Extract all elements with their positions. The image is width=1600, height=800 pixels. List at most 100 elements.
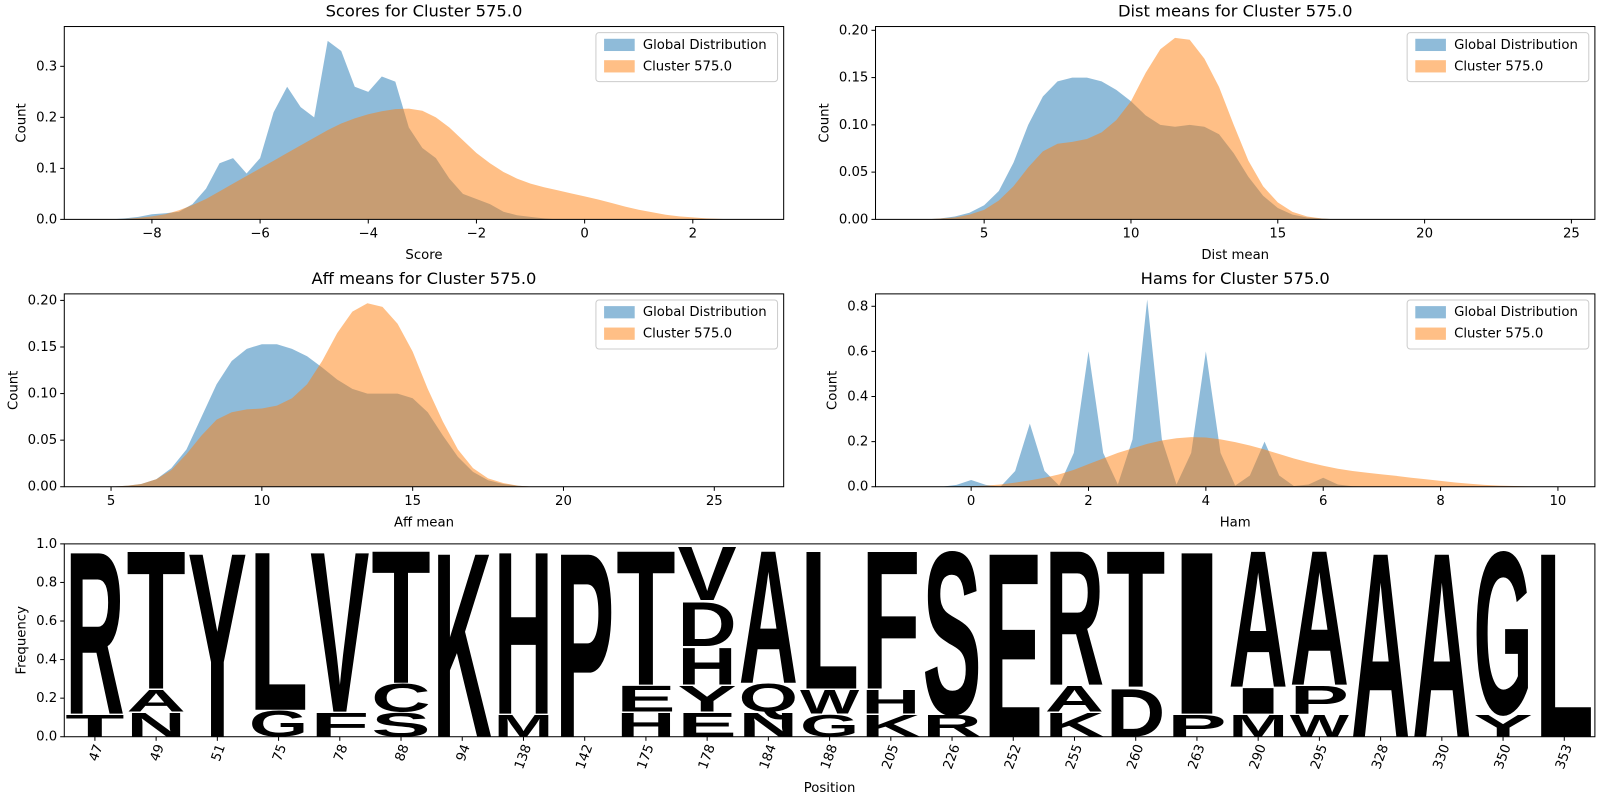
x-tick-label: 15 — [404, 494, 421, 509]
axes-frame — [63, 543, 1596, 738]
legend-label: Cluster 575.0 — [643, 59, 732, 74]
legend-swatch — [1415, 306, 1446, 319]
logo-letter: H — [678, 637, 737, 696]
legend-label: Global Distribution — [643, 38, 767, 53]
logo-letter: E — [984, 499, 1043, 793]
x-tick-label: 2 — [689, 227, 697, 242]
logo-letter: P — [555, 499, 614, 793]
logo-letter: A — [127, 684, 186, 719]
logo-letter: F — [861, 510, 920, 731]
logo-letter: T — [127, 510, 186, 731]
density-area — [912, 437, 1558, 487]
legend-swatch — [604, 60, 635, 73]
y-tick-label: 0.2 — [847, 435, 868, 450]
legend-swatch — [604, 306, 635, 319]
logo-letter: Y — [678, 679, 737, 720]
x-axis-label: Score — [405, 248, 442, 263]
axes-frame — [63, 26, 785, 220]
x-tick-label: −4 — [358, 227, 378, 242]
x-tick-label: 178 — [696, 743, 719, 772]
x-tick-label: 188 — [818, 743, 841, 772]
x-tick-label: 47 — [87, 743, 107, 764]
y-tick-label: 0.15 — [839, 71, 869, 86]
x-tick-label: 6 — [1319, 494, 1327, 509]
y-tick-label: 0.00 — [28, 480, 58, 495]
y-tick-label: 0.6 — [847, 344, 868, 359]
x-axis-label: Position — [804, 781, 856, 796]
x-tick-label: 290 — [1247, 743, 1270, 772]
logo-letter: Q — [739, 676, 798, 720]
logo-letter: I — [1167, 504, 1226, 764]
y-axis-label: Count — [14, 103, 29, 142]
legend-box — [595, 32, 779, 83]
y-tick-label: 0.00 — [839, 212, 869, 227]
logo-letter: L — [1535, 499, 1594, 793]
legend-label: Cluster 575.0 — [1454, 327, 1543, 342]
x-axis-label: Dist mean — [1201, 248, 1269, 263]
y-axis-label: Count — [826, 371, 841, 410]
y-axis-label: Count — [6, 371, 21, 410]
y-tick-label: 0.0 — [36, 730, 57, 745]
y-tick-label: 0.6 — [36, 614, 57, 629]
logo-letter: Y — [188, 499, 247, 793]
logo-letter: V — [678, 531, 737, 617]
axes-frame — [875, 293, 1596, 488]
chart-title: Hams for Cluster 575.0 — [1141, 269, 1330, 288]
legend-label: Global Distribution — [643, 305, 767, 320]
x-tick-label: 2 — [1084, 494, 1092, 509]
logo-letter: P — [1290, 678, 1349, 722]
logo-letter: K — [433, 499, 492, 793]
x-axis-label: Ham — [1220, 515, 1251, 530]
x-tick-label: −8 — [142, 227, 162, 242]
x-tick-label: 49 — [148, 743, 168, 764]
y-tick-label: 0.20 — [839, 23, 869, 38]
legend-swatch — [1415, 60, 1446, 73]
logo-letter: I — [1229, 681, 1288, 722]
logo-letter: G — [1473, 504, 1532, 764]
x-tick-label: 10 — [1549, 494, 1566, 509]
density-area — [80, 303, 564, 487]
y-tick-label: 0.4 — [847, 390, 868, 405]
x-tick-label: 10 — [253, 494, 270, 509]
density-area — [97, 108, 747, 220]
chart-title: Aff means for Cluster 575.0 — [312, 269, 537, 288]
legend-box — [1406, 299, 1590, 350]
logo-letter: E — [616, 679, 675, 720]
x-tick-label: 10 — [1123, 227, 1140, 242]
y-tick-label: 0.05 — [28, 433, 58, 448]
y-tick-label: 0.20 — [28, 293, 58, 308]
logo-letter: T — [616, 510, 675, 726]
x-tick-label: 0 — [967, 494, 975, 509]
x-tick-label: 94 — [454, 743, 474, 764]
logo-letter: C — [371, 676, 430, 720]
logo-letter: A — [1045, 679, 1104, 720]
x-tick-label: 20 — [555, 494, 572, 509]
logo-letter: W — [800, 683, 859, 721]
x-tick-label: 175 — [635, 743, 658, 772]
y-tick-label: 0.8 — [847, 299, 868, 314]
x-tick-label: 51 — [209, 743, 229, 764]
logo-letter: A — [1351, 499, 1410, 793]
x-tick-label: 8 — [1436, 494, 1444, 509]
y-tick-label: 0.4 — [36, 653, 57, 668]
x-tick-label: 0 — [580, 227, 588, 242]
y-tick-label: 0.1 — [36, 161, 57, 176]
y-tick-label: 1.0 — [36, 537, 57, 552]
x-tick-label: −6 — [250, 227, 270, 242]
logo-letter: L — [249, 505, 308, 759]
x-tick-label: 5 — [107, 494, 115, 509]
legend-box — [595, 299, 779, 350]
y-tick-label: 0.2 — [36, 691, 57, 706]
y-tick-label: 0.0 — [36, 212, 57, 227]
x-tick-label: 4 — [1202, 494, 1210, 509]
x-tick-label: 75 — [270, 743, 290, 764]
x-tick-label: 25 — [1563, 227, 1580, 242]
logo-letter: T — [1106, 511, 1165, 729]
legend-swatch — [1415, 38, 1446, 52]
x-tick-label: 184 — [757, 743, 780, 772]
y-tick-label: 0.10 — [28, 387, 58, 402]
y-tick-label: 0.2 — [36, 110, 57, 125]
x-tick-label: −2 — [467, 227, 487, 242]
